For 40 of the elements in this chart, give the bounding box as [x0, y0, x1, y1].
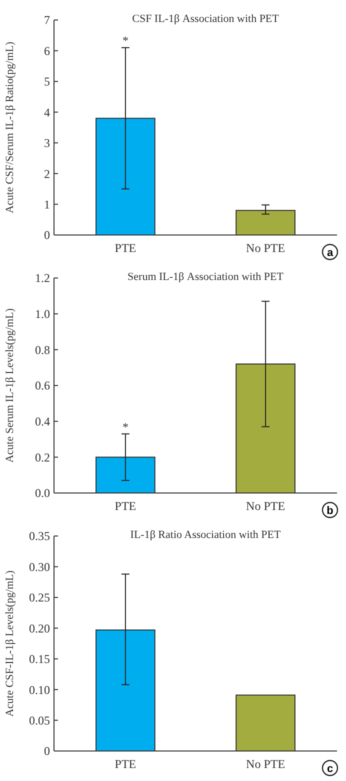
x-tick-label: PTE [114, 757, 136, 771]
text: c [326, 762, 334, 775]
text: b [326, 504, 334, 517]
y-tick-label: 1.0 [35, 307, 50, 322]
y-axis-title: Acute CSF/Serum IL-1β Ratio(pg/mL) [4, 41, 16, 214]
y-tick-label: 0.6 [35, 378, 50, 393]
y-tick-label: 0.4 [35, 414, 50, 429]
chart-title: IL-1β Ratio Association with PET [130, 529, 281, 541]
x-tick-label: PTE [114, 241, 136, 255]
y-tick-label: 3 [44, 136, 50, 150]
y-tick-label: 0.0 [35, 486, 50, 500]
annotation: * [122, 34, 128, 48]
chart-title: CSF IL-1β Association with PET [132, 13, 280, 25]
y-tick-label: 0.25 [29, 590, 50, 605]
y-tick-label: 0 [44, 228, 50, 242]
y-tick-label: 0.35 [29, 529, 50, 544]
y-tick-label: 0.8 [35, 342, 50, 357]
y-tick-label: 5 [44, 74, 50, 89]
y-axis-title: Acute CSF-IL-1β Levels(pg/mL) [4, 570, 16, 717]
y-tick-label: 1.2 [35, 271, 50, 286]
y-axis-title: Acute Serum IL-1β Levels(pg/mL) [4, 308, 16, 463]
x-tick-label: PTE [114, 499, 136, 513]
x-tick-label: No PTE [246, 757, 286, 771]
y-tick-label: 0.05 [29, 713, 50, 728]
y-tick-label: 1 [44, 197, 50, 212]
x-tick-label: No PTE [246, 499, 286, 513]
y-tick-label: 7 [44, 13, 50, 28]
text: a [326, 246, 334, 259]
y-tick-label: 4 [44, 105, 50, 120]
annotation: * [122, 420, 128, 434]
y-tick-label: 0 [44, 744, 50, 758]
x-tick-label: No PTE [246, 241, 286, 255]
y-tick-label: 0.2 [35, 450, 50, 464]
y-tick-label: 6 [44, 44, 50, 58]
y-tick-label: 0.30 [29, 560, 50, 574]
chart-title: Serum IL-1β Association with PET [128, 271, 284, 283]
y-tick-label: 0.20 [29, 621, 50, 636]
y-tick-label: 0.10 [29, 682, 50, 697]
y-tick-label: 0.15 [29, 652, 50, 666]
y-tick-label: 2 [44, 166, 50, 181]
